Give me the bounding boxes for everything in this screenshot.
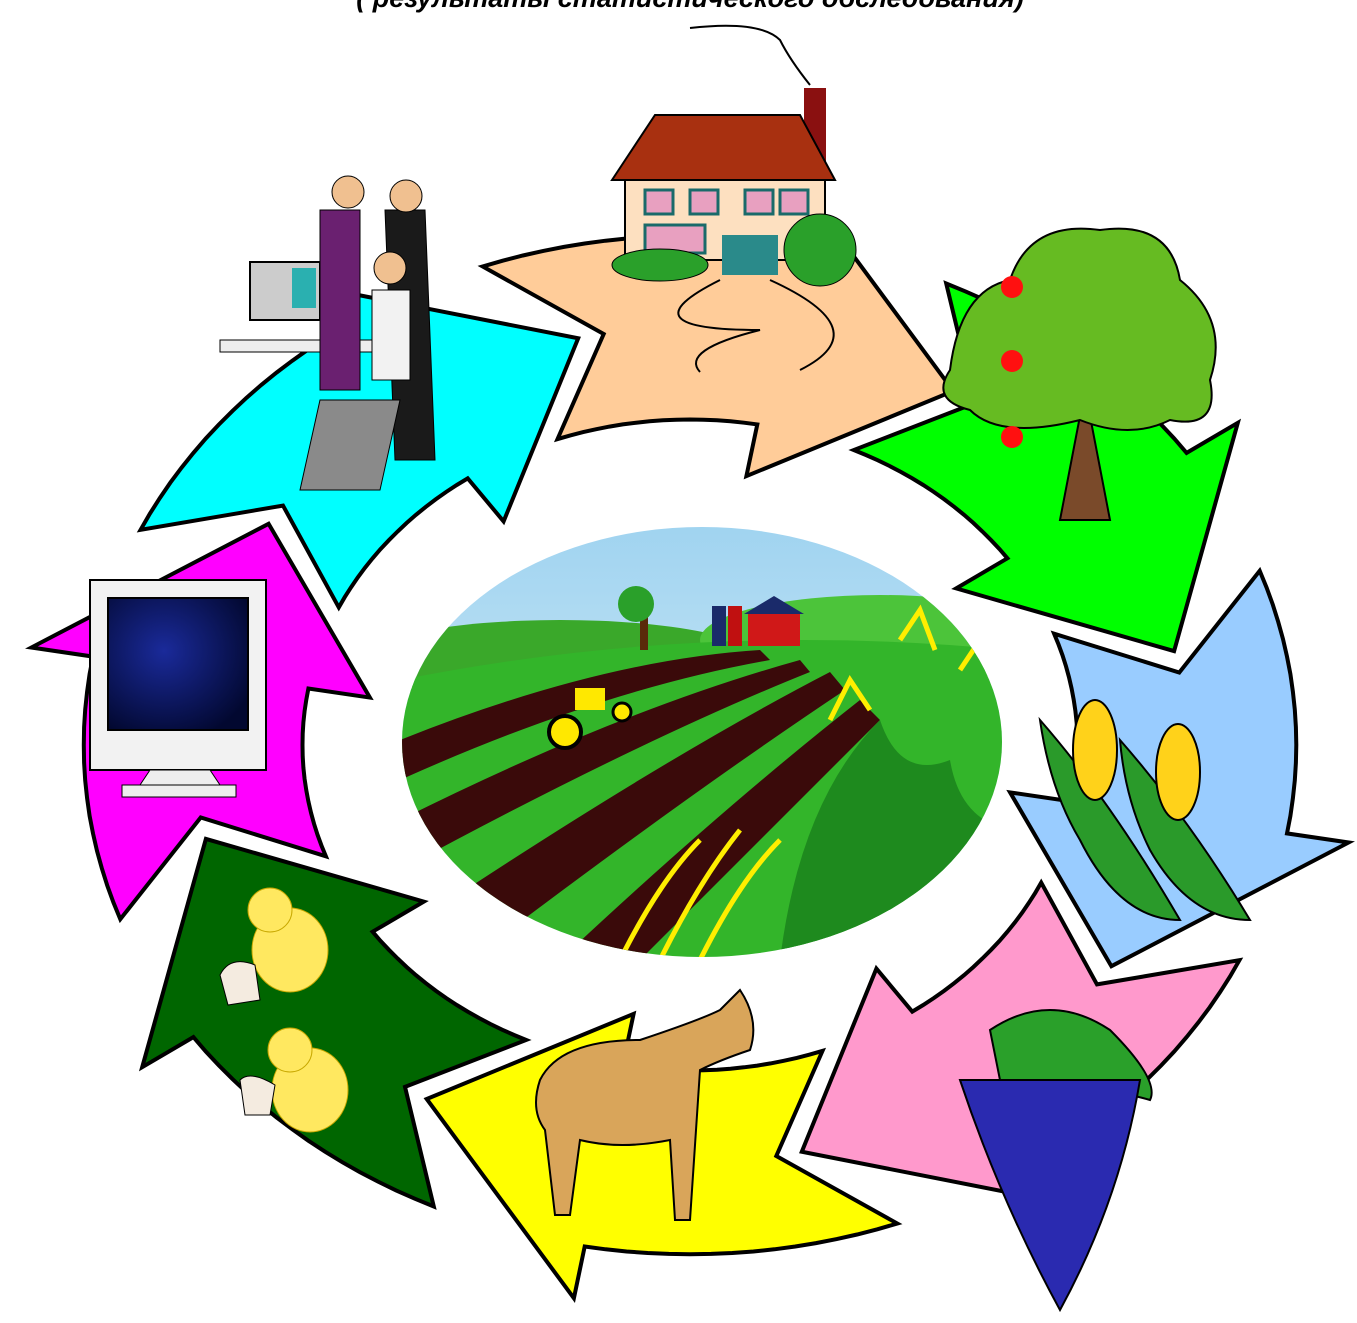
cow-icon	[535, 988, 755, 1221]
office-workers-icon	[219, 175, 436, 491]
chicks-icon	[219, 887, 349, 1133]
corn-icon	[1038, 699, 1252, 922]
tree-icon	[942, 227, 1217, 521]
house-icon	[610, 24, 857, 373]
cycle-arrow	[138, 836, 532, 1210]
monitor-icon	[89, 579, 267, 798]
farm-field	[402, 527, 1002, 957]
grapes-icon	[958, 1009, 1153, 1313]
title: ( результаты статистического обследовани…	[356, 0, 1023, 13]
